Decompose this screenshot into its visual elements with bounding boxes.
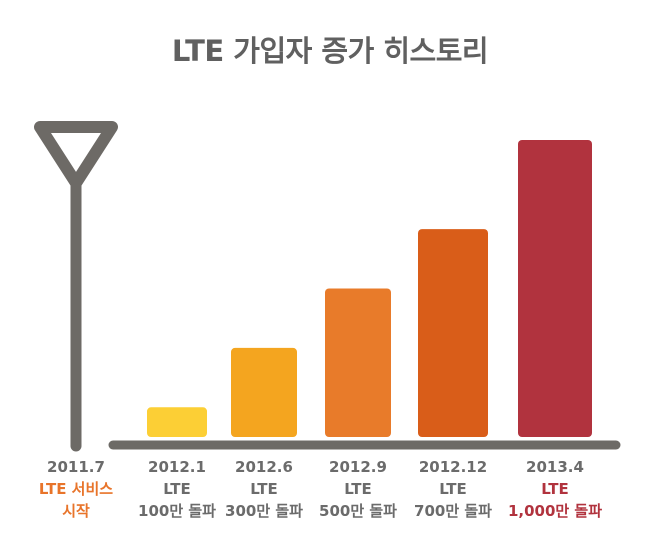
category-label-2012.12-line-2: LTE: [439, 480, 467, 498]
category-label-2012.9-line-3: 500만 돌파: [319, 502, 397, 520]
bar-2012.9: [325, 288, 391, 437]
category-label-2013.4-line-3: 1,000만 돌파: [508, 502, 602, 520]
category-label-2012.1-line-1: 2012.1: [148, 458, 206, 476]
chart-title: LTE 가입자 증가 히스토리: [171, 34, 489, 68]
bar-2012.6: [231, 347, 297, 437]
category-label-2012.6-line-3: 300만 돌파: [225, 502, 303, 520]
start-label-line-3: 시작: [62, 502, 90, 520]
category-label-2012.1-line-2: LTE: [163, 480, 191, 498]
category-label-2012.12-line-3: 700만 돌파: [414, 502, 492, 520]
category-label-2012.6-line-1: 2012.6: [235, 458, 293, 476]
bar-2013.4: [518, 140, 592, 437]
category-label-2012.9-line-2: LTE: [344, 480, 372, 498]
start-label-line-1: 2011.7: [47, 458, 105, 476]
antenna-icon: [34, 121, 118, 189]
category-label-2013.4-line-1: 2013.4: [526, 458, 584, 476]
category-label-2012.12-line-1: 2012.12: [419, 458, 487, 476]
bar-2012.1: [147, 407, 207, 437]
start-label-line-2: LTE 서비스: [39, 480, 113, 498]
category-label-2012.6-line-2: LTE: [250, 480, 278, 498]
category-label-2012.1-line-3: 100만 돌파: [138, 502, 216, 520]
category-label-2013.4-line-2: LTE: [541, 480, 569, 498]
category-label-2012.9-line-1: 2012.9: [329, 458, 387, 476]
bar-2012.12: [418, 229, 488, 437]
